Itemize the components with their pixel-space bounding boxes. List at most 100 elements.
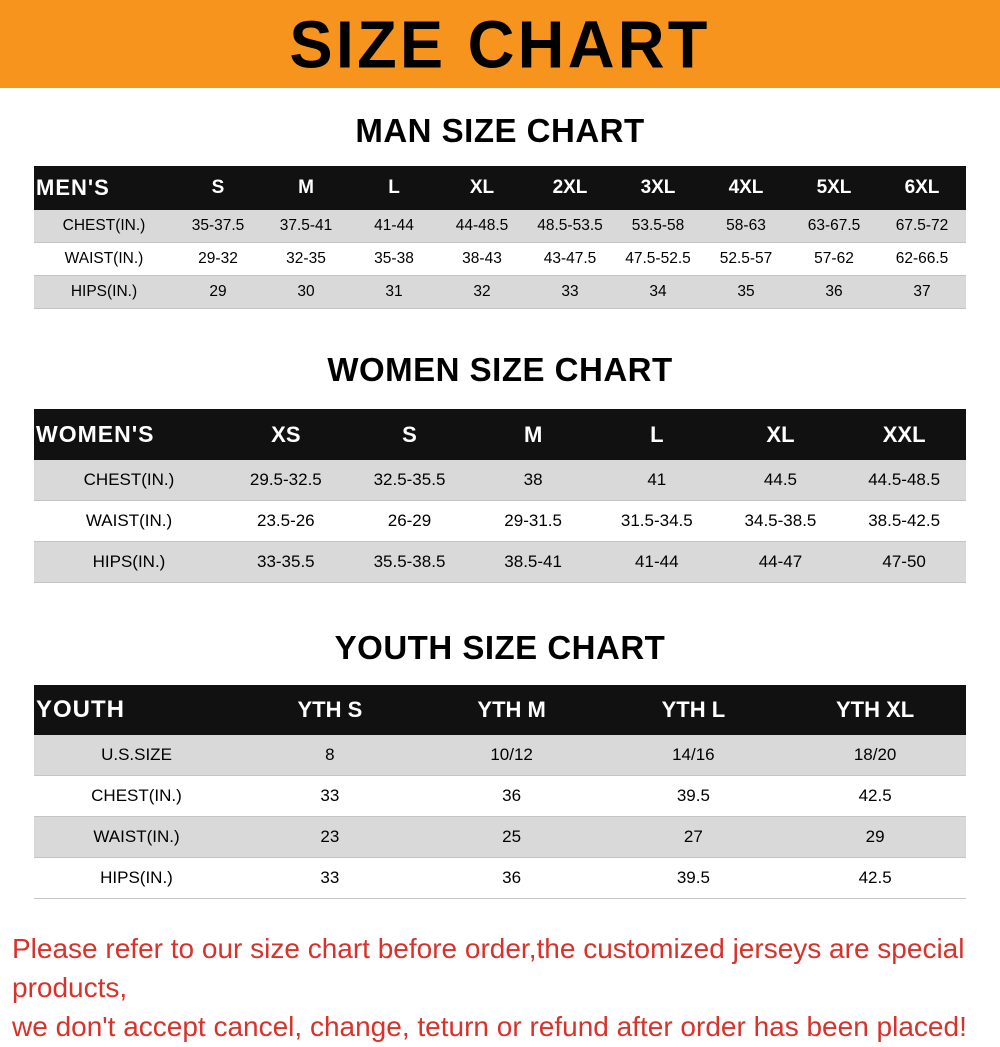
size-value-cell: 47.5-52.5	[625, 250, 691, 267]
size-column-header: 3XL	[614, 166, 702, 210]
size-column-header: L	[350, 166, 438, 210]
size-value-cell: 38.5-41	[504, 552, 562, 571]
size-value-cell: 63-67.5	[807, 217, 861, 234]
size-value-cell: 29.5-32.5	[249, 470, 322, 489]
size-value-cell: 25	[502, 827, 522, 846]
size-value-cell: 23.5-26	[256, 511, 315, 530]
table-row: CHEST(IN.) 35-37.5 37.5-41 41-44 44-48.5 48.5…	[34, 210, 966, 243]
size-value-cell: 8	[325, 745, 335, 764]
size-value-cell: 29-31.5	[504, 511, 562, 530]
youth-size-table: YOUTH YTH S YTH M YTH L YTH XL U.S.SIZE 8 10/12…	[34, 685, 966, 899]
youth-size-chart-heading: YOUTH SIZE CHART	[334, 629, 666, 666]
size-column-header: XXL	[842, 409, 966, 460]
size-value-cell: 26-29	[387, 511, 432, 530]
table-row: U.S.SIZE 8 10/12 14/16 18/20	[34, 735, 966, 776]
row-label-cell: CHEST(IN.)	[62, 217, 146, 234]
size-value-cell: 29-32	[198, 250, 238, 267]
row-label-cell: CHEST(IN.)	[83, 470, 175, 489]
row-label-cell: HIPS(IN.)	[100, 868, 173, 887]
size-column-header: 6XL	[878, 166, 966, 210]
table-row: HIPS(IN.) 29 30 31 32 33 34 35 36 37	[34, 275, 966, 309]
size-value-cell: 34.5-38.5	[744, 511, 817, 530]
size-column-header: 5XL	[790, 166, 878, 210]
size-value-cell: 29	[865, 827, 885, 846]
women-size-chart-heading: WOMEN SIZE CHART	[327, 351, 673, 388]
size-column-header: XS	[224, 409, 348, 460]
size-value-cell: 44-48.5	[455, 217, 509, 234]
size-value-cell: 38.5-42.5	[868, 511, 941, 530]
size-value-cell: 38-43	[462, 250, 502, 267]
size-column-header: YTH L	[602, 685, 785, 735]
size-value-cell: 14/16	[672, 745, 715, 764]
row-label-cell: WAIST(IN.)	[93, 827, 180, 846]
size-value-cell: 35-38	[374, 250, 414, 267]
size-column-header: 4XL	[702, 166, 790, 210]
size-value-cell: 36	[502, 868, 522, 887]
table-header-row: WOMEN'S XS S M L XL XXL	[34, 409, 966, 460]
row-label-cell: HIPS(IN.)	[70, 283, 138, 300]
size-value-cell: 32	[473, 283, 491, 300]
size-value-cell: 29	[209, 283, 227, 300]
size-column-header: S	[174, 166, 262, 210]
footer-disclaimer-line1: Please refer to our size chart before or…	[12, 933, 965, 1004]
banner-title: SIZE CHART	[289, 6, 711, 82]
row-label-cell: WAIST(IN.)	[64, 250, 144, 267]
table-row: WAIST(IN.) 29-32 32-35 35-38 38-43 43-47.5 47.…	[34, 242, 966, 276]
size-column-header: 2XL	[526, 166, 614, 210]
size-value-cell: 32-35	[286, 250, 326, 267]
size-value-cell: 35-37.5	[191, 217, 245, 234]
size-column-header: M	[262, 166, 350, 210]
size-value-cell: 48.5-53.5	[537, 217, 603, 234]
size-value-cell: 44.5-48.5	[868, 470, 941, 489]
size-column-header: XL	[718, 409, 843, 460]
size-value-cell: 41	[647, 470, 667, 489]
table-row: WAIST(IN.) 23.5-26 26-29 29-31.5 31.5-34.5 34…	[34, 500, 966, 542]
man-size-chart-heading: MAN SIZE CHART	[355, 112, 645, 149]
size-value-cell: 42.5	[858, 786, 892, 805]
size-value-cell: 44-47	[758, 552, 803, 571]
size-column-header: M	[471, 409, 595, 460]
table-row: HIPS(IN.) 33-35.5 35.5-38.5 38.5-41 41-44 44-…	[34, 541, 966, 583]
size-value-cell: 62-66.5	[895, 250, 949, 267]
size-value-cell: 58-63	[726, 217, 766, 234]
size-value-cell: 33	[320, 786, 340, 805]
table-title-cell: WOMEN'S	[34, 409, 224, 460]
size-value-cell: 32.5-35.5	[373, 470, 446, 489]
size-value-cell: 34	[649, 283, 667, 300]
women-size-table: WOMEN'S XS S M L XL XXL CHEST(IN.) 29.5-32.5 32.5…	[34, 409, 966, 583]
size-value-cell: 67.5-72	[895, 217, 949, 234]
size-value-cell: 41-44	[635, 552, 679, 571]
size-value-cell: 53.5-58	[631, 217, 685, 234]
table-row: CHEST(IN.) 33 36 39.5 42.5	[34, 775, 966, 817]
size-value-cell: 37	[913, 283, 931, 300]
size-chart-banner: SIZE CHART	[0, 0, 1000, 88]
size-value-cell: 27	[683, 827, 703, 846]
size-value-cell: 10/12	[490, 745, 533, 764]
size-value-cell: 43-47.5	[543, 250, 597, 267]
size-column-header: L	[594, 409, 719, 460]
size-value-cell: 33	[561, 283, 579, 300]
table-row: HIPS(IN.) 33 36 39.5 42.5	[34, 857, 966, 899]
size-value-cell: 31.5-34.5	[620, 511, 693, 530]
row-label-cell: CHEST(IN.)	[91, 786, 182, 805]
size-value-cell: 44.5	[763, 470, 797, 489]
size-value-cell: 36	[502, 786, 522, 805]
table-row: CHEST(IN.) 29.5-32.5 32.5-35.5 38 41 44.5 44.5…	[34, 460, 966, 501]
size-value-cell: 36	[825, 283, 843, 300]
size-column-header: S	[347, 409, 472, 460]
row-label-cell: U.S.SIZE	[101, 745, 172, 764]
table-title-cell: MEN'S	[34, 166, 174, 210]
size-value-cell: 33-35.5	[256, 552, 315, 571]
size-value-cell: 35.5-38.5	[373, 552, 446, 571]
size-value-cell: 18/20	[853, 745, 897, 764]
size-value-cell: 39.5	[676, 868, 710, 887]
size-value-cell: 33	[320, 868, 340, 887]
size-column-header: YTH XL	[784, 685, 966, 735]
size-value-cell: 31	[385, 283, 403, 300]
table-row: WAIST(IN.) 23 25 27 29	[34, 816, 966, 858]
size-value-cell: 42.5	[858, 868, 892, 887]
table-header-row: YOUTH YTH S YTH M YTH L YTH XL	[34, 685, 966, 735]
size-column-header: YTH M	[420, 685, 603, 735]
size-value-cell: 47-50	[882, 552, 926, 571]
men-size-table: MEN'S S M L XL 2XL 3XL 4XL 5XL 6XL CHEST(IN.) 35-37…	[34, 166, 966, 309]
